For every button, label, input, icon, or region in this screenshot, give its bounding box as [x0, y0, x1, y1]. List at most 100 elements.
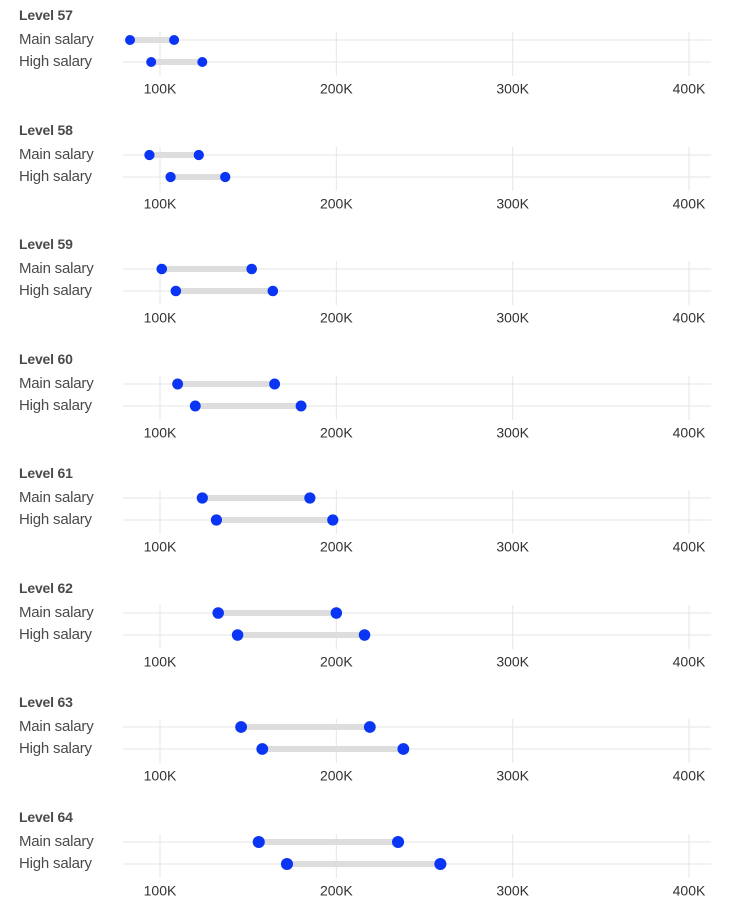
row-label: High salary: [19, 854, 92, 872]
x-tick-label: 200K: [320, 653, 353, 669]
chart-panel: Level 63 Main salary High salary 100K 200K 30…: [0, 687, 736, 787]
low-point: [125, 35, 136, 45]
chart-panel: Level 58 Main salary High salary 100K 200K 30…: [0, 115, 736, 215]
panel-plot: 100K 200K 300K 400K: [123, 604, 711, 669]
high-point: [193, 149, 204, 160]
panel-plot: 100K 200K 300K 400K: [123, 719, 711, 784]
row-label: Main salary: [19, 260, 94, 277]
x-tick-label: 300K: [496, 195, 529, 211]
panel-plot: 100K 200K 300K 400K: [123, 490, 711, 555]
low-point: [146, 57, 157, 67]
low-point: [212, 606, 224, 619]
panel-title: Level 57: [19, 7, 73, 23]
row-label: High salary: [19, 53, 92, 70]
low-point: [235, 721, 248, 733]
panel-title: Level 59: [19, 236, 73, 252]
row-label: High salary: [19, 511, 92, 528]
x-tick-label: 300K: [496, 768, 529, 784]
x-tick-label: 100K: [144, 768, 177, 784]
x-tick-label: 100K: [144, 195, 177, 211]
x-tick-label: 200K: [320, 768, 353, 784]
low-point: [280, 857, 294, 870]
x-tick-label: 300K: [496, 424, 529, 440]
high-point: [392, 835, 405, 848]
low-point: [156, 263, 168, 275]
high-point: [267, 285, 279, 297]
panel-title: Level 60: [19, 350, 73, 367]
high-point: [330, 606, 343, 619]
x-tick-label: 300K: [496, 310, 529, 326]
x-tick-label: 400K: [673, 81, 706, 97]
high-point: [327, 514, 339, 526]
x-tick-label: 100K: [144, 424, 177, 440]
row-label: High salary: [19, 167, 92, 185]
x-tick-label: 400K: [673, 653, 706, 669]
x-tick-label: 200K: [320, 81, 353, 97]
high-point: [269, 378, 281, 389]
x-tick-label: 300K: [496, 81, 529, 97]
low-point: [144, 149, 155, 160]
x-tick-label: 400K: [673, 539, 706, 555]
row-label: High salary: [19, 282, 92, 299]
panel-title: Level 64: [19, 808, 73, 825]
low-point: [165, 171, 176, 182]
chart-panel: Level 62 Main salary High salary 100K 200K 30…: [0, 573, 736, 673]
x-tick-label: 200K: [320, 195, 353, 211]
row-label: Main salary: [19, 374, 94, 392]
chart-panel: Level 61 Main salary High salary 100K 200K 30…: [0, 458, 736, 558]
x-tick-label: 100K: [144, 539, 177, 555]
high-point: [434, 857, 447, 870]
panel-plot: 100K 200K 300K 400K: [123, 32, 711, 97]
x-tick-label: 300K: [496, 653, 529, 669]
row-label: Main salary: [19, 603, 94, 621]
panel-plot: 100K 200K 300K 400K: [123, 833, 711, 898]
high-point: [397, 743, 410, 755]
x-tick-label: 400K: [673, 195, 706, 211]
x-tick-label: 100K: [144, 882, 177, 898]
x-tick-label: 300K: [496, 882, 529, 898]
high-point: [197, 57, 208, 67]
high-point: [304, 492, 316, 504]
high-point: [220, 171, 231, 182]
panel-title: Level 62: [19, 579, 73, 596]
row-label: Main salary: [19, 832, 94, 850]
row-label: High salary: [19, 740, 92, 757]
panel-title: Level 58: [19, 121, 73, 138]
low-point: [256, 743, 269, 755]
x-tick-label: 400K: [673, 310, 706, 326]
high-point: [246, 263, 257, 275]
row-label: High salary: [19, 625, 92, 643]
x-tick-label: 400K: [673, 768, 706, 784]
x-tick-label: 100K: [144, 310, 177, 326]
low-point: [252, 835, 265, 848]
low-point: [189, 400, 201, 411]
row-label: Main salary: [19, 145, 94, 163]
high-point: [295, 400, 307, 411]
x-tick-label: 300K: [496, 539, 529, 555]
x-tick-label: 200K: [320, 310, 353, 326]
x-tick-label: 200K: [320, 424, 353, 440]
low-point: [231, 628, 244, 641]
high-point: [363, 721, 376, 733]
row-label: Main salary: [19, 718, 94, 735]
low-point: [170, 285, 182, 297]
row-label: Main salary: [19, 31, 94, 48]
x-tick-label: 200K: [320, 882, 353, 898]
x-tick-label: 400K: [673, 882, 706, 898]
chart-panel: Level 60 Main salary High salary 100K 200K 30…: [0, 344, 736, 444]
high-point: [358, 628, 371, 641]
chart-panel: Level 57 Main salary High salary 100K 200K 30…: [0, 0, 736, 100]
row-label: Main salary: [19, 489, 94, 506]
chart-panel: Level 64 Main salary High salary 100K 200K 30…: [0, 802, 736, 902]
high-point: [169, 35, 180, 45]
row-label: High salary: [19, 396, 92, 414]
panel-plot: 100K 200K 300K 400K: [123, 146, 711, 211]
low-point: [210, 514, 223, 526]
panel-plot: 100K 200K 300K 400K: [123, 261, 711, 326]
panel-plot: 100K 200K 300K 400K: [123, 375, 711, 440]
low-point: [172, 378, 184, 389]
x-tick-label: 200K: [320, 539, 353, 555]
low-point: [196, 492, 208, 504]
x-tick-label: 400K: [673, 424, 706, 440]
